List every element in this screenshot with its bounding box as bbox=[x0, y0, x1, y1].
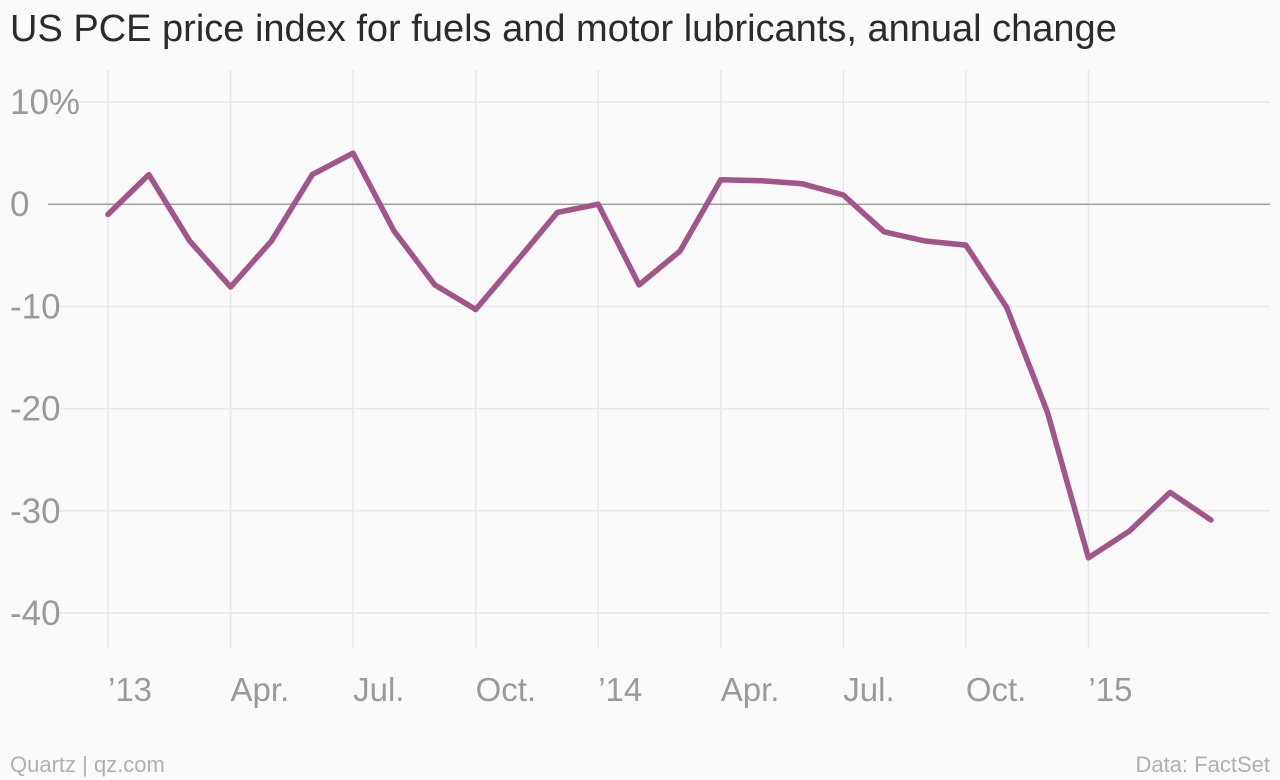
horizontal-gridlines bbox=[48, 101, 1270, 614]
data-point bbox=[1085, 555, 1091, 561]
x-tick-label: Apr. bbox=[231, 671, 290, 708]
y-tick-label: 0 bbox=[10, 185, 29, 224]
data-point bbox=[1167, 489, 1173, 495]
data-point bbox=[840, 192, 846, 198]
data-point bbox=[187, 238, 193, 244]
y-tick-label: 10% bbox=[10, 83, 80, 122]
data-point bbox=[514, 258, 519, 264]
data-point bbox=[1126, 528, 1132, 534]
data-point bbox=[799, 181, 805, 187]
x-tick-label: Oct. bbox=[476, 671, 537, 708]
data-point bbox=[1045, 410, 1051, 416]
y-tick-label: -40 bbox=[10, 594, 61, 633]
data-point bbox=[268, 238, 274, 244]
data-point bbox=[1004, 304, 1010, 310]
y-tick-label: -10 bbox=[10, 287, 61, 326]
data-point bbox=[473, 306, 479, 312]
vertical-gridlines bbox=[107, 70, 1090, 648]
y-axis-tick-labels: 10% 0 -10 -20 -30 -40 bbox=[10, 83, 80, 633]
y-tick-label: -20 bbox=[10, 390, 61, 429]
data-point bbox=[228, 284, 234, 290]
data-point bbox=[432, 282, 438, 288]
data-point bbox=[595, 201, 601, 207]
data-point bbox=[146, 172, 152, 178]
data-point bbox=[636, 282, 642, 288]
x-tick-label: ’14 bbox=[598, 671, 642, 708]
x-tick-label: Jul. bbox=[353, 671, 404, 708]
data-point bbox=[718, 177, 724, 183]
source-credit: Quartz | qz.com bbox=[10, 752, 165, 777]
data-point bbox=[350, 150, 356, 156]
data-point bbox=[881, 229, 887, 235]
data-point bbox=[677, 248, 683, 254]
data-source: Data: FactSet bbox=[1135, 752, 1270, 777]
x-tick-label: Apr. bbox=[721, 671, 780, 708]
data-point bbox=[391, 228, 397, 234]
data-point bbox=[759, 178, 765, 184]
data-point bbox=[309, 172, 315, 178]
x-tick-label: Jul. bbox=[843, 671, 894, 708]
y-tick-label: -30 bbox=[10, 492, 61, 531]
x-tick-label: ’13 bbox=[108, 671, 152, 708]
data-point bbox=[554, 209, 560, 215]
x-tick-label: ’15 bbox=[1088, 671, 1132, 708]
series-line bbox=[105, 150, 1214, 561]
data-point bbox=[1208, 517, 1214, 523]
data-point bbox=[922, 238, 928, 244]
data-point bbox=[963, 242, 969, 248]
data-point bbox=[105, 211, 111, 217]
series-layer bbox=[105, 150, 1214, 561]
chart-title: US PCE price index for fuels and motor l… bbox=[10, 8, 1117, 50]
x-axis-tick-labels: ’13 Apr. Jul. Oct. ’14 Apr. Jul. Oct. ’15 bbox=[108, 671, 1132, 708]
x-tick-label: Oct. bbox=[966, 671, 1027, 708]
